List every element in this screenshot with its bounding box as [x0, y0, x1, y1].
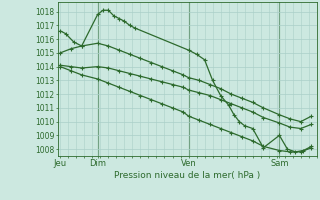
X-axis label: Pression niveau de la mer( hPa ): Pression niveau de la mer( hPa )	[114, 171, 260, 180]
